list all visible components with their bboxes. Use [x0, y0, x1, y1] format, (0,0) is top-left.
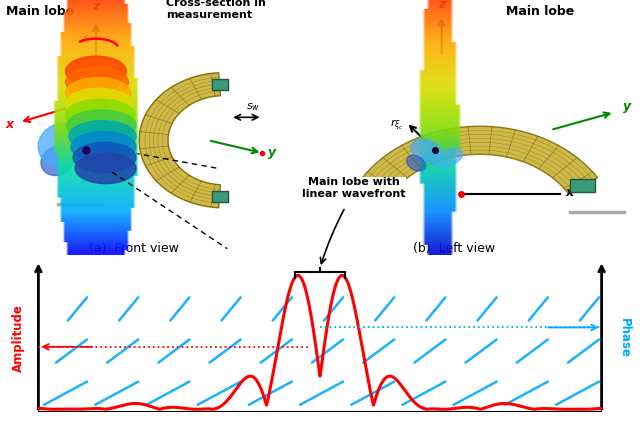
Ellipse shape — [65, 56, 127, 87]
Text: $r_{\xi_c}$: $r_{\xi_c}$ — [390, 118, 404, 133]
Text: y: y — [268, 145, 276, 159]
Ellipse shape — [71, 131, 136, 162]
Text: Main lobe with
linear wavefront: Main lobe with linear wavefront — [302, 177, 406, 198]
Text: x: x — [6, 117, 13, 130]
Ellipse shape — [38, 122, 90, 168]
Text: z: z — [438, 0, 445, 11]
Bar — [212, 191, 228, 202]
Text: (a)  Front view: (a) Front view — [90, 242, 179, 255]
Text: z: z — [92, 0, 100, 13]
Ellipse shape — [65, 88, 133, 119]
Text: Main lobe: Main lobe — [506, 5, 574, 18]
Ellipse shape — [433, 149, 463, 167]
Ellipse shape — [406, 155, 426, 171]
Ellipse shape — [41, 146, 74, 176]
Text: Amplitude: Amplitude — [12, 304, 25, 372]
Text: $s_w$: $s_w$ — [246, 102, 260, 113]
Ellipse shape — [65, 99, 135, 130]
Ellipse shape — [69, 121, 136, 151]
Ellipse shape — [76, 153, 136, 184]
Bar — [365, 179, 390, 192]
Text: y: y — [623, 99, 631, 113]
Ellipse shape — [67, 110, 136, 141]
Ellipse shape — [65, 78, 131, 108]
Bar — [570, 179, 595, 192]
Ellipse shape — [73, 142, 136, 173]
Polygon shape — [140, 73, 221, 208]
Text: Phase: Phase — [618, 318, 630, 358]
Polygon shape — [362, 126, 598, 193]
Bar — [212, 79, 228, 90]
Text: x: x — [566, 186, 573, 199]
Text: (b)  Left view: (b) Left view — [413, 242, 495, 255]
Ellipse shape — [65, 67, 129, 97]
Ellipse shape — [411, 139, 440, 162]
Text: Cross-section in
measurement: Cross-section in measurement — [166, 0, 266, 20]
Text: Main lobe: Main lobe — [6, 5, 75, 18]
